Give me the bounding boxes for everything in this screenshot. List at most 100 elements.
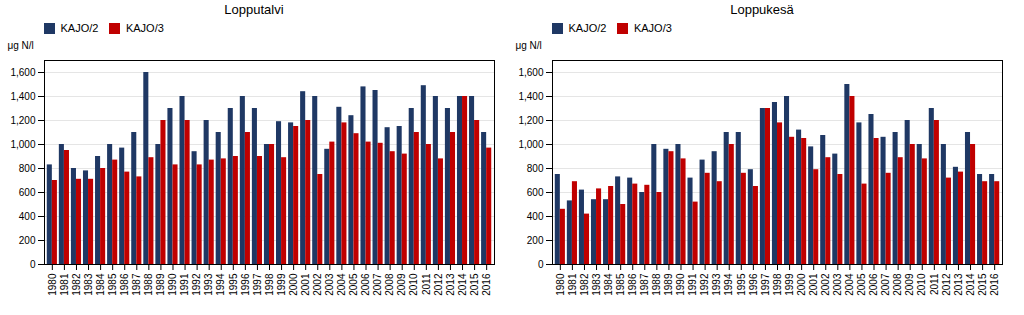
svg-text:2006: 2006 bbox=[868, 273, 879, 296]
svg-text:600: 600 bbox=[527, 187, 544, 198]
svg-text:2007: 2007 bbox=[372, 273, 383, 296]
svg-text:2007: 2007 bbox=[880, 273, 891, 296]
svg-text:2009: 2009 bbox=[904, 273, 915, 296]
svg-text:1988: 1988 bbox=[651, 273, 662, 296]
svg-text:1996: 1996 bbox=[748, 273, 759, 296]
svg-text:1987: 1987 bbox=[639, 273, 650, 296]
svg-text:2012: 2012 bbox=[941, 273, 952, 296]
svg-text:μg N/l: μg N/l bbox=[8, 40, 34, 51]
svg-text:2009: 2009 bbox=[396, 273, 407, 296]
html-text:KAJO/3: KAJO/3 bbox=[633, 22, 672, 34]
svg-text:1982: 1982 bbox=[71, 273, 82, 296]
html-text:KAJO/2: KAJO/2 bbox=[568, 22, 607, 34]
svg-text:1991: 1991 bbox=[687, 273, 698, 296]
svg-text:1994: 1994 bbox=[723, 273, 734, 296]
html-text:Lopputalvi: Lopputalvi bbox=[224, 2, 284, 17]
svg-text:2011: 2011 bbox=[421, 273, 432, 295]
svg-text:1,400: 1,400 bbox=[518, 91, 543, 102]
svg-text:1998: 1998 bbox=[772, 273, 783, 296]
svg-text:1982: 1982 bbox=[579, 273, 590, 296]
svg-text:400: 400 bbox=[19, 211, 36, 222]
svg-text:1995: 1995 bbox=[736, 273, 747, 296]
svg-text:1992: 1992 bbox=[699, 273, 710, 296]
svg-text:1986: 1986 bbox=[119, 273, 130, 296]
svg-text:2004: 2004 bbox=[336, 273, 347, 296]
svg-text:1997: 1997 bbox=[252, 273, 263, 296]
svg-text:1998: 1998 bbox=[264, 273, 275, 296]
svg-text:2005: 2005 bbox=[856, 273, 867, 296]
svg-text:1981: 1981 bbox=[59, 273, 70, 296]
svg-text:μg N/l: μg N/l bbox=[516, 40, 542, 51]
svg-text:2008: 2008 bbox=[892, 273, 903, 296]
svg-text:1991: 1991 bbox=[179, 273, 190, 296]
svg-text:1999: 1999 bbox=[276, 273, 287, 296]
svg-text:2014: 2014 bbox=[457, 273, 468, 296]
svg-text:0: 0 bbox=[30, 259, 36, 270]
svg-text:2003: 2003 bbox=[832, 273, 843, 296]
svg-text:0: 0 bbox=[538, 259, 544, 270]
svg-text:1989: 1989 bbox=[663, 273, 674, 296]
svg-text:2008: 2008 bbox=[384, 273, 395, 296]
svg-text:2001: 2001 bbox=[808, 273, 819, 296]
svg-text:600: 600 bbox=[19, 187, 36, 198]
html-text:Loppukesä: Loppukesä bbox=[730, 2, 794, 17]
svg-text:2012: 2012 bbox=[433, 273, 444, 296]
svg-text:2000: 2000 bbox=[288, 273, 299, 296]
svg-text:1990: 1990 bbox=[675, 273, 686, 296]
svg-text:400: 400 bbox=[527, 211, 544, 222]
svg-text:2001: 2001 bbox=[300, 273, 311, 296]
svg-text:2002: 2002 bbox=[820, 273, 831, 296]
svg-text:1984: 1984 bbox=[603, 273, 614, 296]
svg-text:1,000: 1,000 bbox=[10, 139, 35, 150]
svg-text:1987: 1987 bbox=[131, 273, 142, 296]
svg-text:1984: 1984 bbox=[95, 273, 106, 296]
svg-text:2014: 2014 bbox=[965, 273, 976, 296]
svg-text:2015: 2015 bbox=[977, 273, 988, 296]
svg-text:800: 800 bbox=[527, 163, 544, 174]
svg-text:200: 200 bbox=[527, 235, 544, 246]
html-text:KAJO/3: KAJO/3 bbox=[125, 22, 164, 34]
svg-text:1996: 1996 bbox=[240, 273, 251, 296]
svg-text:2004: 2004 bbox=[844, 273, 855, 296]
svg-text:2015: 2015 bbox=[469, 273, 480, 296]
svg-text:2013: 2013 bbox=[953, 273, 964, 296]
svg-text:2016: 2016 bbox=[989, 273, 1000, 296]
svg-text:2011: 2011 bbox=[929, 273, 940, 295]
svg-text:1992: 1992 bbox=[191, 273, 202, 296]
svg-text:1988: 1988 bbox=[143, 273, 154, 296]
svg-text:1993: 1993 bbox=[711, 273, 722, 296]
svg-text:1983: 1983 bbox=[591, 273, 602, 296]
svg-text:1989: 1989 bbox=[155, 273, 166, 296]
svg-text:2013: 2013 bbox=[445, 273, 456, 296]
html-text:KAJO/2: KAJO/2 bbox=[60, 22, 99, 34]
svg-text:2000: 2000 bbox=[796, 273, 807, 296]
svg-text:2005: 2005 bbox=[348, 273, 359, 296]
svg-text:1,400: 1,400 bbox=[10, 91, 35, 102]
svg-text:1,200: 1,200 bbox=[518, 115, 543, 126]
svg-text:1995: 1995 bbox=[228, 273, 239, 296]
svg-text:1,000: 1,000 bbox=[518, 139, 543, 150]
svg-text:1,600: 1,600 bbox=[518, 67, 543, 78]
svg-text:2016: 2016 bbox=[481, 273, 492, 296]
svg-text:1986: 1986 bbox=[627, 273, 638, 296]
svg-text:1983: 1983 bbox=[83, 273, 94, 296]
svg-text:1985: 1985 bbox=[107, 273, 118, 296]
svg-text:2010: 2010 bbox=[408, 273, 419, 296]
svg-text:1980: 1980 bbox=[47, 273, 58, 296]
svg-text:1980: 1980 bbox=[555, 273, 566, 296]
svg-text:200: 200 bbox=[19, 235, 36, 246]
svg-text:1999: 1999 bbox=[784, 273, 795, 296]
svg-text:2010: 2010 bbox=[916, 273, 927, 296]
svg-text:1,200: 1,200 bbox=[10, 115, 35, 126]
svg-text:1994: 1994 bbox=[215, 273, 226, 296]
svg-text:800: 800 bbox=[19, 163, 36, 174]
svg-text:2003: 2003 bbox=[324, 273, 335, 296]
svg-text:1993: 1993 bbox=[203, 273, 214, 296]
svg-text:1990: 1990 bbox=[167, 273, 178, 296]
svg-text:1997: 1997 bbox=[760, 273, 771, 296]
svg-text:2002: 2002 bbox=[312, 273, 323, 296]
svg-text:1985: 1985 bbox=[615, 273, 626, 296]
svg-text:2006: 2006 bbox=[360, 273, 371, 296]
svg-text:1981: 1981 bbox=[567, 273, 578, 296]
svg-text:1,600: 1,600 bbox=[10, 67, 35, 78]
